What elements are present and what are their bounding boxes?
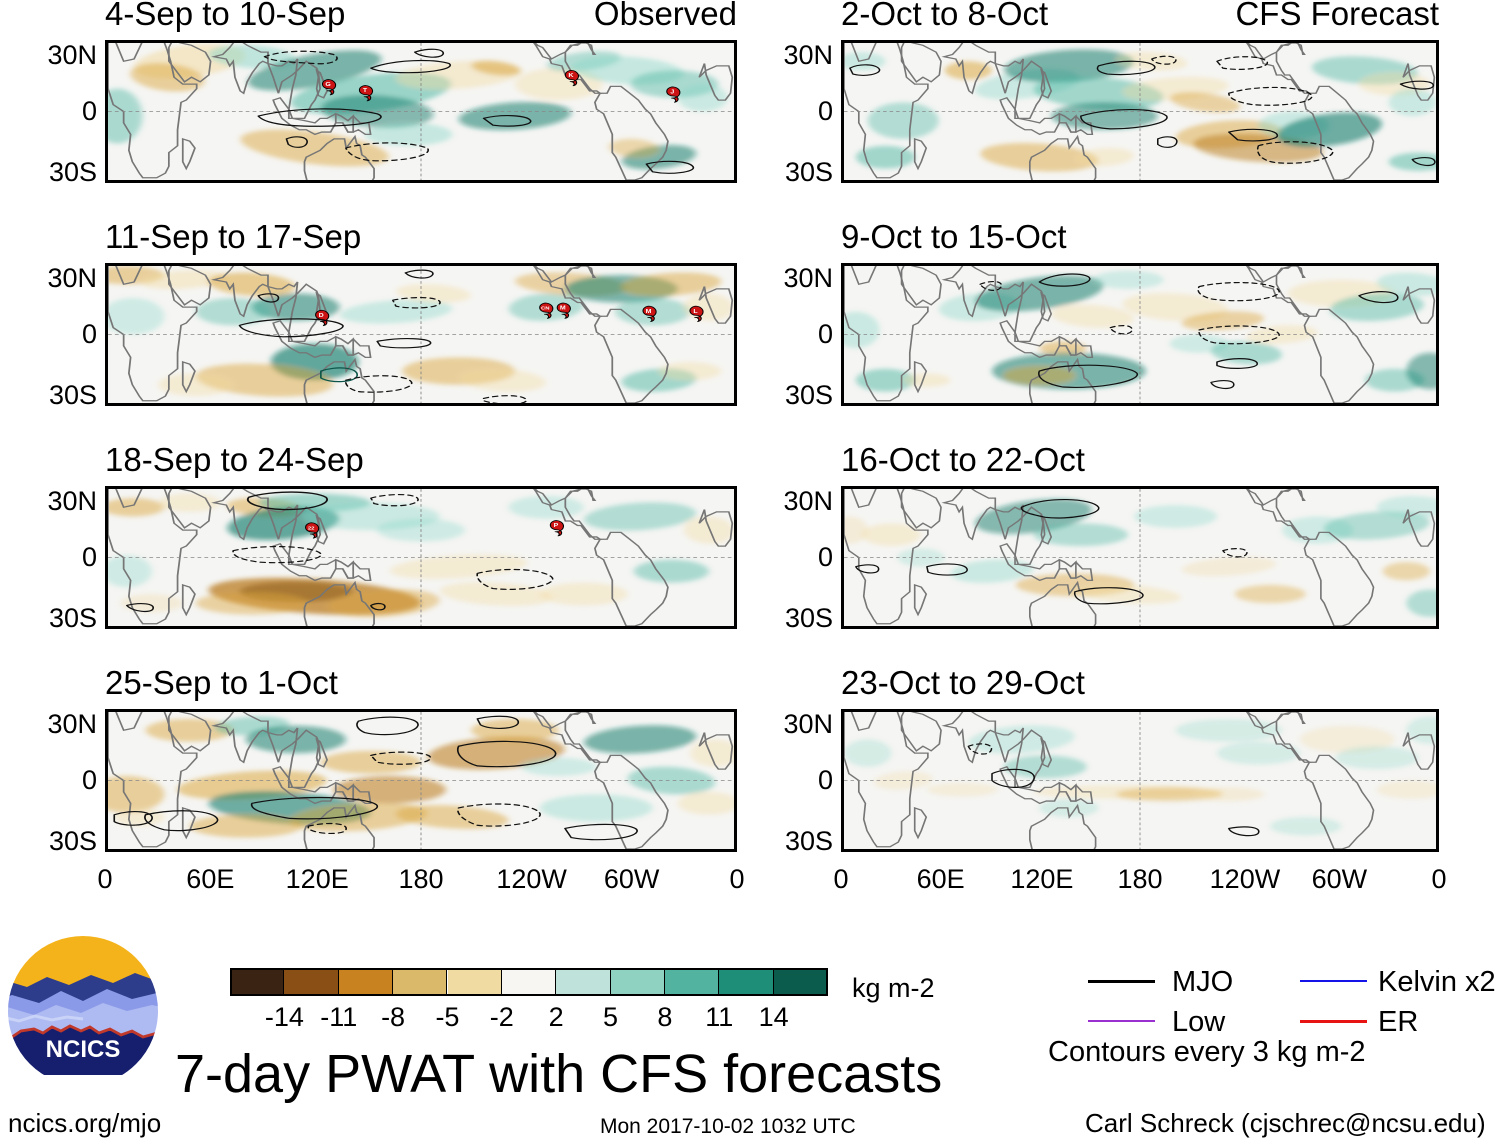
svg-text:K: K xyxy=(568,73,574,79)
svg-text:M: M xyxy=(560,305,566,311)
svg-text:22: 22 xyxy=(308,526,315,531)
svg-text:CN: CN xyxy=(541,306,550,311)
svg-text:L: L xyxy=(693,309,698,315)
svg-text:NCICS: NCICS xyxy=(46,1036,121,1063)
svg-text:T: T xyxy=(363,88,368,94)
svg-text:P: P xyxy=(554,523,559,529)
svg-text:J: J xyxy=(670,89,674,95)
svg-text:G: G xyxy=(325,82,331,88)
svg-text:M: M xyxy=(646,309,652,315)
svg-text:D: D xyxy=(319,313,325,319)
